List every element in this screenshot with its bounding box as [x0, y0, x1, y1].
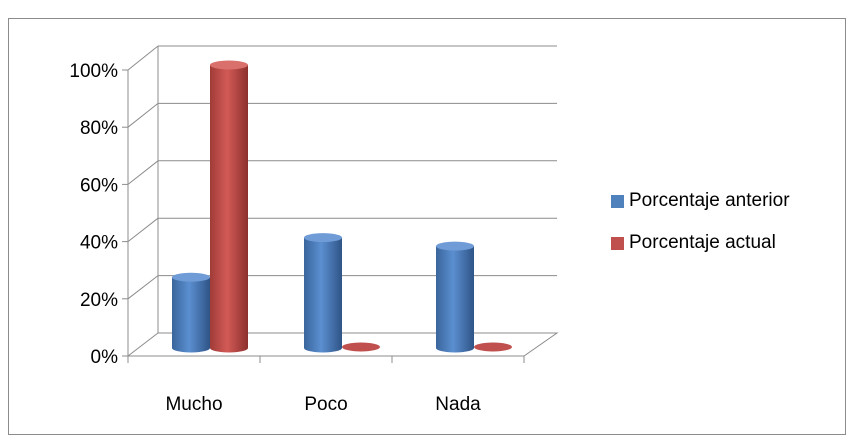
legend-item: Porcentaje anterior [611, 190, 790, 212]
x-axis-label: Mucho [165, 394, 222, 415]
legend-label: Porcentaje actual [629, 232, 776, 253]
y-tick-label: 80% [80, 118, 118, 139]
bar-poco-anterior [304, 237, 342, 353]
y-tick-label: 40% [80, 233, 118, 254]
x-axis-labels: Mucho Poco Nada [165, 394, 481, 415]
legend-swatch [611, 194, 624, 208]
gridline-diagonal [127, 217, 159, 242]
x-axis-label: Poco [304, 394, 347, 415]
bar-poco-anterior-top [304, 233, 342, 243]
legend-item: Porcentaje actual [611, 232, 790, 254]
bar-poco-actual [342, 342, 380, 352]
gridline-diagonal [127, 103, 159, 128]
bar-mucho-actual-top [210, 60, 248, 70]
bar-mucho-anterior-top [172, 272, 210, 282]
y-axis-ticks: 0% 20% 40% 60% 80% 100% [69, 61, 128, 368]
bar-nada-anterior-top [436, 241, 474, 251]
legend: Porcentaje anterior Porcentaje actual [611, 190, 790, 274]
bar-nada-anterior [436, 246, 474, 353]
gridlines [127, 45, 557, 300]
legend-label: Porcentaje anterior [629, 190, 790, 211]
bar-mucho-actual [210, 65, 248, 353]
legend-swatch [611, 236, 624, 250]
gridline-diagonal [127, 160, 159, 185]
bar-mucho-anterior [172, 277, 210, 353]
x-axis-label: Nada [435, 394, 481, 415]
y-tick-label: 0% [91, 347, 119, 368]
y-tick-label: 100% [69, 61, 118, 82]
bars [172, 60, 512, 353]
axes [127, 70, 525, 363]
bar-nada-actual [474, 342, 512, 352]
y-tick-label: 60% [80, 175, 118, 196]
gridline-diagonal [127, 45, 159, 71]
y-tick-label: 20% [80, 290, 118, 311]
gridline-diagonal [127, 275, 159, 300]
